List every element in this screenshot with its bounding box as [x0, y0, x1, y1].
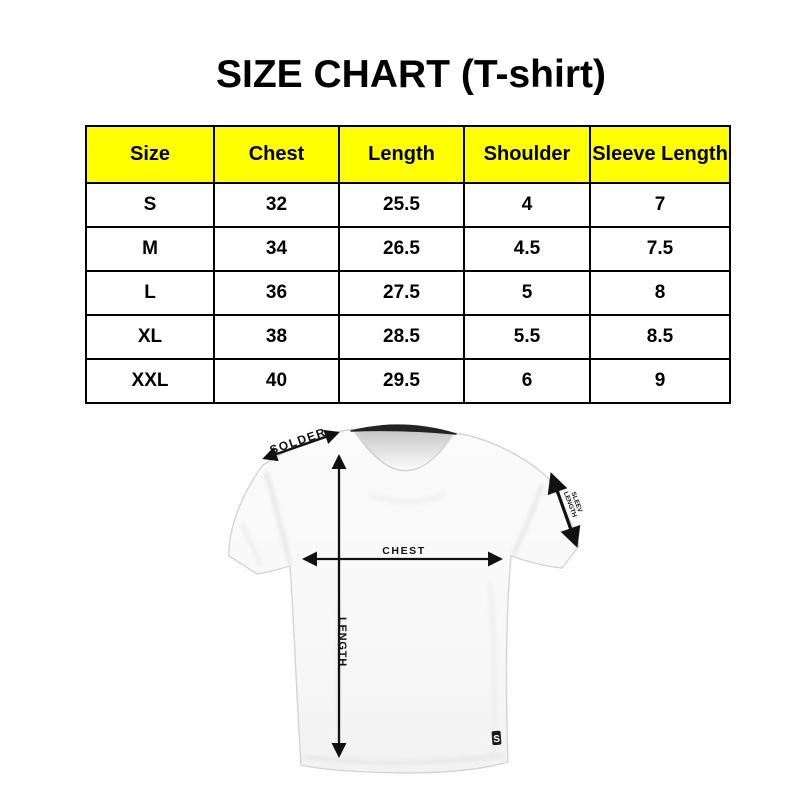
table-row: S 32 25.5 4 7	[85, 182, 731, 228]
table-cell: 9	[589, 358, 731, 404]
header-cell: Chest	[213, 125, 340, 184]
collar	[350, 424, 457, 435]
tshirt-graphic: S SOLDER CHEST LENGTH SLEEV LENGTH	[228, 424, 584, 774]
table-cell: 7	[589, 182, 731, 228]
table-row: XXL 40 29.5 6 9	[85, 358, 731, 404]
header-cell: Length	[338, 125, 465, 184]
table-body: S 32 25.5 4 7 M 34 26.5 4.5 7.5 L 36 27.5 5 8 XL 38 28.5 5…	[85, 182, 731, 404]
table-row: M 34 26.5 4.5 7.5	[85, 226, 731, 272]
shoulder-measure-arrow	[262, 429, 340, 462]
table-cell: L	[85, 270, 215, 316]
page-title: SIZE CHART (T-shirt)	[216, 53, 606, 96]
length-label: LENGTH	[336, 617, 348, 667]
table-cell: 6	[463, 358, 591, 404]
header-cell: Shoulder	[463, 125, 591, 184]
table-row: XL 38 28.5 5.5 8.5	[85, 314, 731, 360]
header-cell: Size	[85, 125, 215, 184]
table-cell: 40	[213, 358, 340, 404]
table-cell: 29.5	[338, 358, 465, 404]
table-cell: XXL	[85, 358, 215, 404]
header-row: Size Chest Length Shoulder Sleeve Length	[85, 125, 731, 184]
table-cell: M	[85, 226, 215, 272]
table-cell: 34	[213, 226, 340, 272]
size-chart-table: Size Chest Length Shoulder Sleeve Length S 32…	[85, 125, 731, 404]
table-cell: 26.5	[338, 226, 465, 272]
table-row: L 36 27.5 5 8	[85, 270, 731, 316]
table-cell: 27.5	[338, 270, 465, 316]
table-cell: 4.5	[463, 226, 591, 272]
brand-tag: S	[491, 730, 502, 745]
neck-opening	[353, 427, 454, 469]
chest-label: CHEST	[382, 545, 426, 557]
tshirt-body: S	[228, 424, 580, 774]
table-cell: 4	[463, 182, 591, 228]
table-cell: 25.5	[338, 182, 465, 228]
table-cell: XL	[85, 314, 215, 360]
table-cell: 5	[463, 270, 591, 316]
table-cell: 7.5	[589, 226, 731, 272]
tshirt-measurement-diagram: S SOLDER CHEST LENGTH SLEEV LENGTH	[190, 405, 610, 795]
table-cell: 8	[589, 270, 731, 316]
table-cell: 38	[213, 314, 340, 360]
header-cell: Sleeve Length	[589, 125, 731, 184]
table-cell: S	[85, 182, 215, 228]
svg-text:S: S	[493, 734, 501, 745]
table-cell: 32	[213, 182, 340, 228]
table-cell: 28.5	[338, 314, 465, 360]
table-cell: 36	[213, 270, 340, 316]
sleeve-measure-arrow	[547, 472, 581, 548]
table-cell: 8.5	[589, 314, 731, 360]
table-cell: 5.5	[463, 314, 591, 360]
